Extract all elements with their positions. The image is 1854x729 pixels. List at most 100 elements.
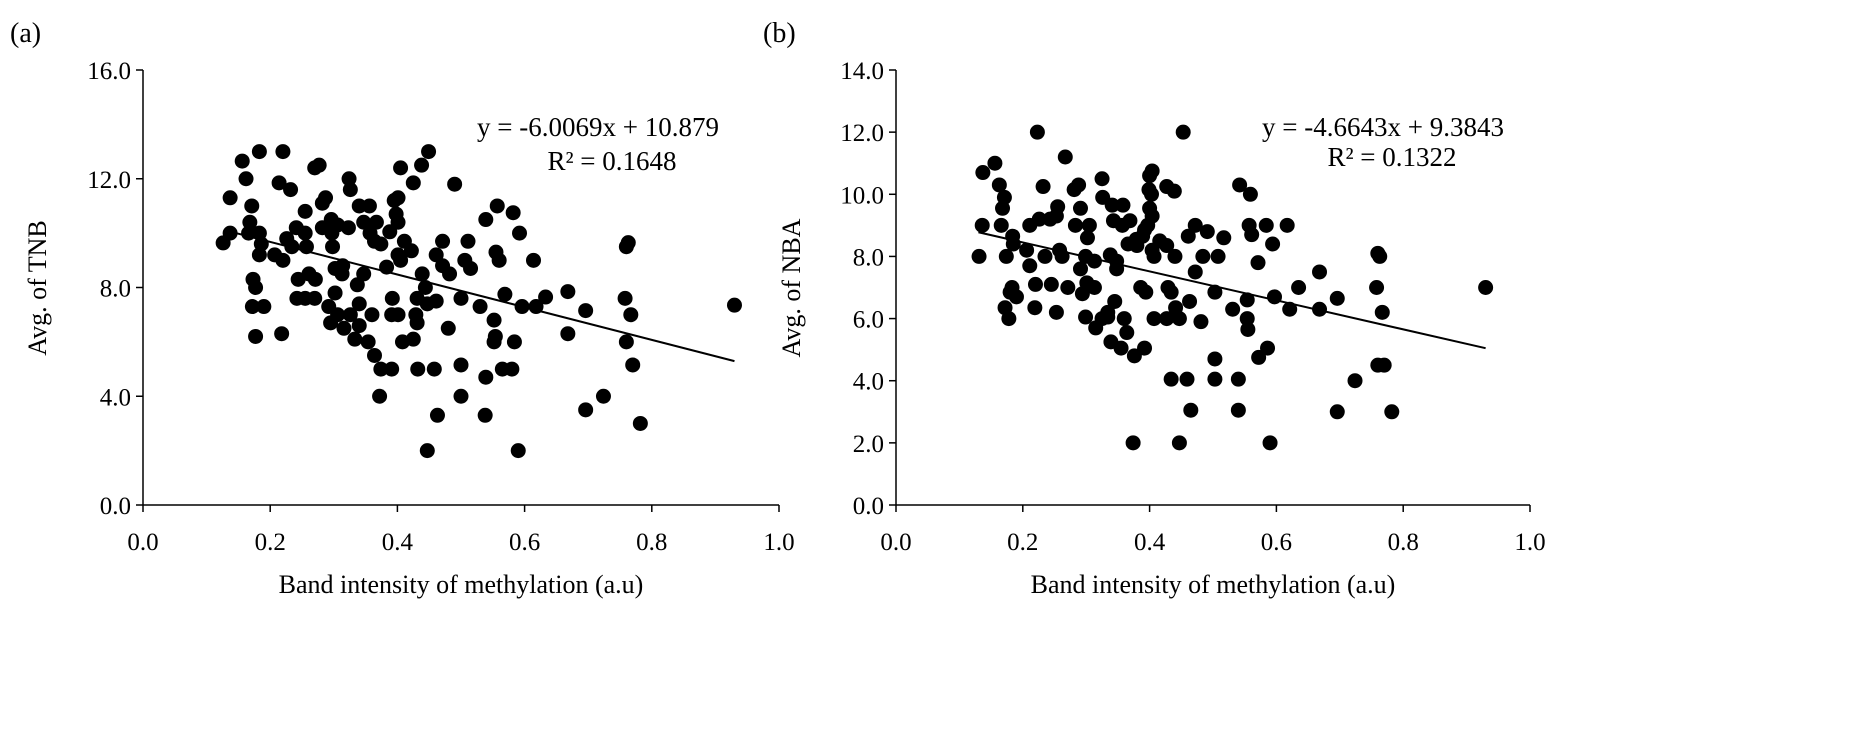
data-point	[1001, 311, 1017, 327]
data-point	[1193, 314, 1209, 330]
x-axis-title: Band intensity of methylation (a.u)	[1031, 570, 1396, 599]
data-point	[1078, 309, 1094, 325]
data-point	[435, 233, 451, 249]
y-tick-label: 10.0	[840, 182, 884, 209]
data-point	[447, 176, 463, 192]
data-point	[1119, 325, 1135, 341]
data-point	[351, 318, 367, 334]
data-point	[356, 266, 372, 282]
equation-label: y = -6.0069x + 10.879	[477, 112, 719, 142]
data-point	[1107, 293, 1123, 309]
data-point	[1163, 284, 1179, 300]
data-point	[453, 290, 469, 306]
data-point	[1230, 371, 1246, 387]
data-point	[244, 299, 260, 315]
y-tick-label: 12.0	[87, 167, 131, 194]
data-point	[1216, 230, 1232, 246]
data-point	[623, 307, 639, 323]
data-point	[372, 388, 388, 404]
data-point	[271, 175, 287, 191]
y-tick-label: 14.0	[840, 58, 884, 85]
data-point	[595, 388, 611, 404]
data-point	[318, 190, 334, 206]
data-point	[347, 331, 363, 347]
data-point	[991, 177, 1007, 193]
data-point	[1183, 402, 1199, 418]
data-point	[1329, 404, 1345, 420]
data-point	[995, 200, 1011, 216]
data-point	[368, 214, 384, 230]
data-point	[428, 293, 444, 309]
r-squared-label: R² = 0.1648	[547, 146, 676, 176]
data-point	[1291, 280, 1307, 295]
data-point	[1187, 217, 1203, 233]
data-point	[1057, 149, 1073, 165]
data-point	[251, 144, 267, 160]
data-point	[453, 357, 469, 373]
x-tick-label: 0.6	[1261, 529, 1292, 556]
data-point	[275, 252, 291, 268]
x-tick-label: 0.0	[127, 529, 158, 556]
data-point	[360, 334, 376, 350]
y-axis-title: Avg. of NBA	[777, 218, 806, 357]
data-point	[512, 225, 528, 241]
data-point	[251, 247, 267, 263]
data-point	[442, 266, 458, 282]
data-point	[1115, 197, 1131, 213]
data-point	[1207, 351, 1223, 367]
data-point	[222, 190, 238, 206]
data-point	[1199, 224, 1215, 240]
data-point	[1159, 311, 1175, 327]
x-tick-label: 0.0	[880, 529, 911, 556]
data-point	[1142, 168, 1158, 184]
data-point	[1048, 304, 1064, 320]
data-point	[1043, 276, 1059, 292]
data-point	[1146, 248, 1162, 264]
data-point	[1210, 248, 1226, 264]
data-point	[1072, 200, 1088, 216]
data-point	[971, 248, 987, 264]
data-point	[726, 297, 742, 313]
data-point	[1159, 238, 1175, 254]
data-point	[505, 205, 521, 221]
data-point	[998, 248, 1014, 264]
data-point	[1374, 304, 1390, 320]
data-point	[1262, 435, 1278, 451]
data-point	[1244, 227, 1260, 243]
data-point	[1022, 258, 1038, 274]
x-axis-title: Band intensity of methylation (a.u)	[279, 570, 644, 599]
data-point	[1282, 301, 1298, 317]
data-point	[311, 157, 327, 173]
data-point	[453, 388, 469, 404]
data-point	[1187, 264, 1203, 280]
data-point	[429, 407, 445, 423]
data-point	[440, 320, 456, 336]
data-point	[341, 171, 357, 187]
x-tick-label: 0.8	[636, 529, 667, 556]
data-point	[1168, 300, 1184, 316]
data-point	[491, 252, 507, 268]
data-point	[1232, 177, 1248, 193]
data-point	[478, 212, 494, 228]
data-point	[327, 285, 343, 301]
data-point	[618, 334, 634, 350]
data-point	[414, 266, 430, 282]
data-point	[1384, 404, 1400, 420]
data-point	[506, 334, 522, 350]
data-point	[342, 307, 358, 323]
data-point	[410, 361, 426, 377]
data-point	[486, 312, 502, 328]
data-point	[426, 361, 442, 377]
data-point	[1140, 217, 1156, 233]
data-point	[307, 271, 323, 287]
data-point	[1250, 255, 1266, 271]
data-point	[1035, 179, 1051, 195]
data-point	[1071, 177, 1087, 193]
data-point	[222, 225, 238, 241]
data-point	[1376, 357, 1392, 373]
data-point	[349, 277, 365, 293]
x-tick-label: 1.0	[1514, 529, 1545, 556]
data-point	[1207, 371, 1223, 387]
data-point	[351, 296, 367, 312]
data-point	[405, 175, 421, 191]
